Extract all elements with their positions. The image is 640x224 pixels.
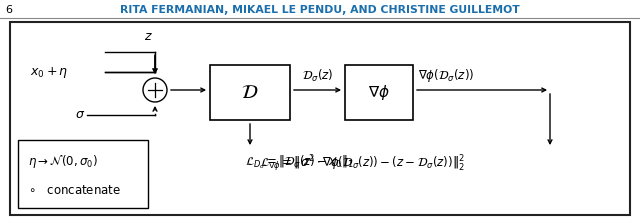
Text: $\mathcal{D}_\sigma(z)$: $\mathcal{D}_\sigma(z)$ <box>302 68 333 84</box>
Text: 6: 6 <box>5 5 12 15</box>
Text: $\nabla\phi(\mathcal{D}_\sigma(z))$: $\nabla\phi(\mathcal{D}_\sigma(z))$ <box>418 67 474 84</box>
Text: $\sigma$: $\sigma$ <box>75 108 85 121</box>
Text: $\nabla\phi$: $\nabla\phi$ <box>368 83 390 102</box>
Bar <box>10 22 630 215</box>
Text: $\circ$   concatenate: $\circ$ concatenate <box>28 183 121 196</box>
Bar <box>18 140 148 208</box>
Bar <box>210 65 290 120</box>
Text: RITA FERMANIAN, MIKAEL LE PENDU, AND CHRISTINE GUILLEMOT: RITA FERMANIAN, MIKAEL LE PENDU, AND CHR… <box>120 5 520 15</box>
Text: $\eta \rightarrow \mathcal{N}(0, \sigma_0)$: $\eta \rightarrow \mathcal{N}(0, \sigma_… <box>28 153 98 170</box>
Text: $\mathcal{L}_{\nabla\phi} = \left\|\sigma^2 \cdot \nabla\phi(\mathcal{D}_\sigma(: $\mathcal{L}_{\nabla\phi} = \left\|\sigm… <box>260 153 465 174</box>
Text: $x_0 + \eta$: $x_0 + \eta$ <box>30 65 68 80</box>
Text: $\mathcal{L}_{D_\sigma} = \|\mathcal{D}_\sigma(z) - x_0\|_1$: $\mathcal{L}_{D_\sigma} = \|\mathcal{D}_… <box>245 153 354 170</box>
Text: $z$: $z$ <box>143 30 152 43</box>
Bar <box>345 65 413 120</box>
Text: $\mathcal{D}$: $\mathcal{D}$ <box>241 83 259 102</box>
